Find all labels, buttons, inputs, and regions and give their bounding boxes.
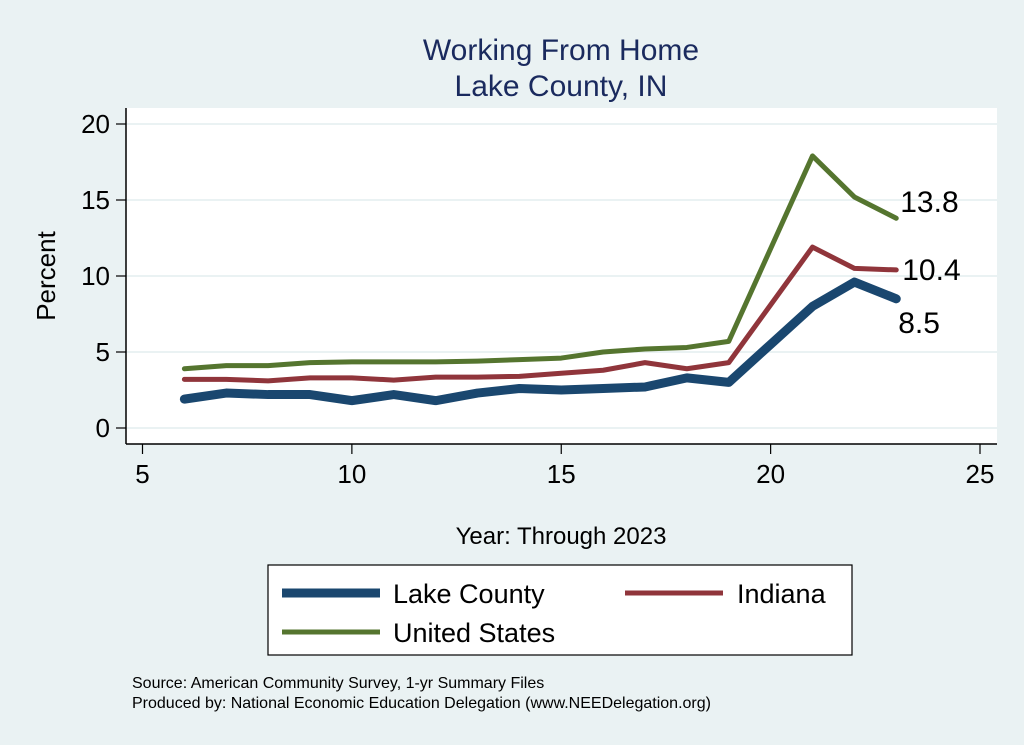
grid-lines (126, 123, 997, 429)
y-tick-label: 5 (96, 337, 110, 367)
series-line-lake-county (179, 277, 901, 406)
chart-subtitle: Lake County, IN (455, 70, 668, 103)
x-tick-label: 15 (547, 459, 576, 489)
legend-label-indiana: Indiana (737, 579, 827, 609)
y-tick-label: 15 (81, 185, 110, 215)
x-ticks: 5 10 15 20 25 (135, 444, 994, 489)
y-tick-label: 0 (96, 413, 110, 443)
legend-label-united-states: United States (393, 618, 555, 648)
x-tick-label: 25 (966, 459, 995, 489)
end-label: 8.5 (898, 307, 940, 340)
x-tick-label: 5 (135, 459, 149, 489)
legend: Lake County Indiana United States (267, 564, 853, 656)
y-tick-label: 20 (81, 109, 110, 139)
end-labels: 8.5 10.4 13.8 (898, 186, 960, 340)
y-axis-label: Percent (31, 230, 61, 320)
legend-label-lake-county: Lake County (393, 579, 545, 609)
series-line-indiana (181, 244, 899, 384)
end-label: 13.8 (900, 186, 958, 219)
x-tick-label: 20 (756, 459, 785, 489)
produced-by-note: Produced by: National Economic Education… (132, 695, 711, 712)
y-tick-label: 10 (81, 261, 110, 291)
x-axis-label: Year: Through 2023 (456, 523, 667, 550)
end-label: 10.4 (902, 254, 960, 287)
source-note: Source: American Community Survey, 1-yr … (132, 675, 544, 692)
chart-title: Working From Home (423, 34, 699, 67)
series-line-united-states (181, 153, 899, 372)
series-lines (179, 153, 901, 406)
y-ticks: 0 5 10 15 20 (81, 109, 126, 443)
x-tick-label: 10 (337, 459, 366, 489)
